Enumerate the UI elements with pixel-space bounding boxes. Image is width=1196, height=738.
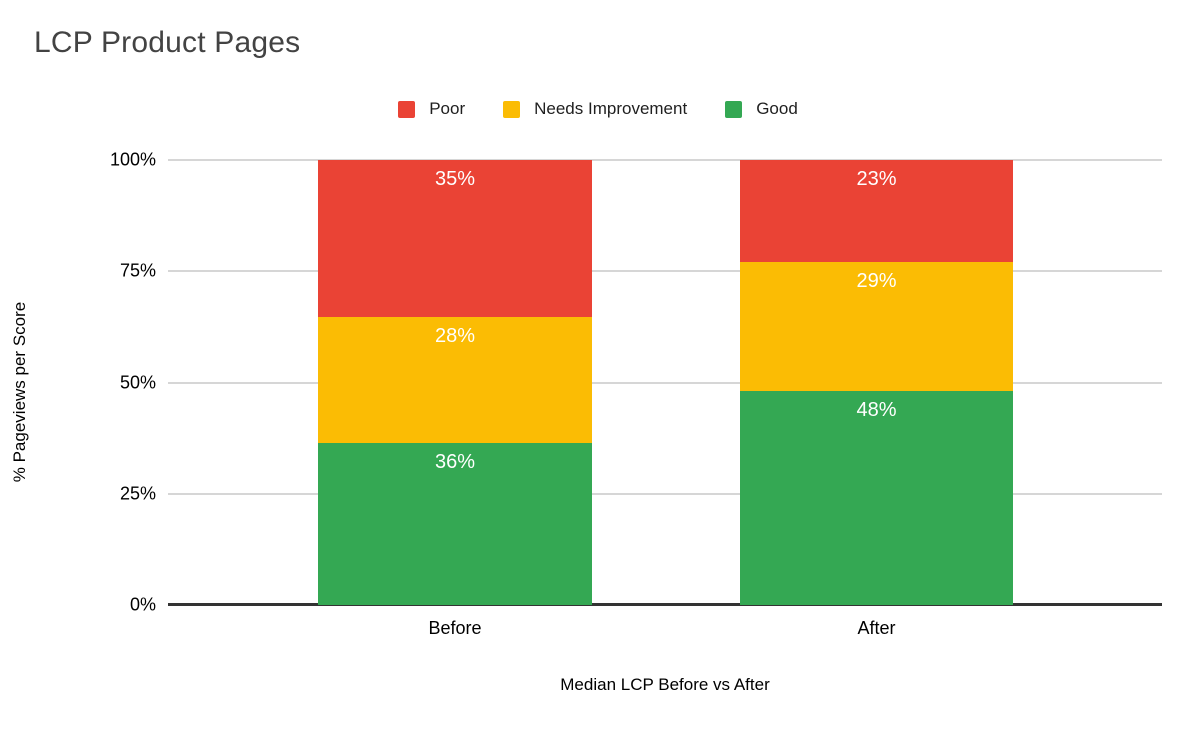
legend-label: Poor: [429, 99, 466, 118]
plot-area: 35% 28% 36% 23% 29% 48%: [168, 159, 1162, 606]
value-label: 29%: [856, 270, 897, 293]
ytick-label-50: 50%: [119, 372, 156, 392]
xtick-label-after: After: [857, 618, 896, 638]
value-label: 35%: [434, 168, 476, 190]
legend-swatch-needs-improvement: [503, 100, 521, 118]
legend-label: Good: [756, 99, 798, 118]
value-label: 28%: [434, 325, 476, 348]
ytick-label-25: 25%: [119, 483, 156, 504]
bar-segment-before-poor[interactable]: 35%: [318, 160, 592, 318]
legend-swatch-poor: [398, 100, 416, 118]
gridline-50: [168, 381, 1162, 384]
legend-item-good: Good: [725, 99, 798, 119]
legend-label: Needs Improvement: [534, 99, 688, 118]
bar-segment-before-needs-improvement[interactable]: 28%: [318, 317, 592, 444]
bar-segment-before-good[interactable]: 36%: [318, 443, 592, 605]
value-label: 23%: [856, 168, 897, 190]
gridline-100: [168, 159, 1162, 161]
bar-segment-after-poor[interactable]: 23%: [740, 160, 1013, 263]
ytick-label-0: 0%: [129, 594, 156, 615]
bar-segment-after-needs-improvement[interactable]: 29%: [740, 262, 1013, 392]
legend-item-poor: Poor: [398, 99, 465, 119]
ytick-label-75: 75%: [119, 260, 156, 281]
legend-swatch-good: [725, 100, 743, 118]
chart-legend: Poor Needs Improvement Good: [0, 99, 1196, 119]
chart-title: LCP Product Pages: [34, 26, 301, 59]
stacked-bar-after: 23% 29% 48%: [740, 160, 1013, 605]
gridline-25: [168, 492, 1162, 495]
stacked-bar-before: 35% 28% 36%: [318, 160, 592, 605]
value-label: 36%: [434, 451, 476, 474]
y-axis-tick-labels: 0% 25% 50% 75% 100%: [0, 150, 156, 615]
gridline-75: [168, 270, 1162, 273]
x-axis-title: Median LCP Before vs After: [560, 675, 770, 694]
value-label: 48%: [856, 399, 897, 422]
ytick-label-100: 100%: [109, 149, 156, 170]
bar-segment-after-good[interactable]: 48%: [740, 391, 1013, 605]
x-axis-category-labels: Before After: [168, 618, 1162, 642]
xtick-label-before: Before: [428, 618, 482, 638]
legend-item-needs-improvement: Needs Improvement: [503, 99, 687, 119]
x-axis-line: [168, 603, 1162, 606]
